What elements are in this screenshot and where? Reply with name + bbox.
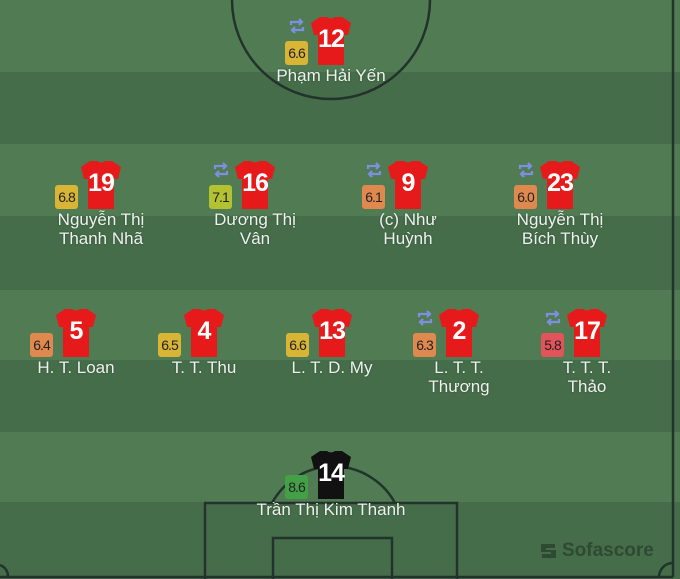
shirt-number: 23 — [547, 169, 574, 197]
shirt-number: 19 — [88, 169, 115, 197]
substitution-icon — [417, 310, 433, 326]
player-shirt: 4 — [184, 308, 224, 357]
rating-badge: 6.1 — [362, 185, 385, 209]
corner-arc-right — [657, 561, 674, 578]
pitch-stripe — [0, 360, 680, 432]
penalty-box — [203, 501, 459, 579]
player-shirt: 19 — [81, 160, 121, 209]
player-name[interactable]: T. T. Thu — [171, 358, 237, 377]
player-name[interactable]: Phạm Hải Yến — [276, 66, 386, 85]
pitch-stripe — [0, 72, 680, 144]
player-name[interactable]: H. T. Loan — [37, 358, 115, 377]
shirt-number: 9 — [401, 169, 416, 197]
rating-badge: 6.3 — [413, 333, 436, 357]
player-name[interactable]: Trần Thị Kim Thanh — [256, 500, 406, 519]
corner-arc-left — [0, 563, 10, 578]
rating-badge: 6.6 — [286, 333, 309, 357]
goalkeeper-shirt: 14 — [311, 450, 351, 499]
player-name[interactable]: L. T. D. My — [291, 358, 373, 377]
sofascore-logo-text: Sofascore — [562, 540, 654, 561]
player-name[interactable]: (c) Như Huỳnh — [379, 210, 437, 248]
player-name[interactable]: L. T. T. Thương — [428, 358, 490, 396]
substitution-icon — [289, 18, 305, 34]
rating-badge: 6.4 — [30, 333, 53, 357]
player-shirt: 13 — [312, 308, 352, 357]
shirt-number: 16 — [242, 169, 269, 197]
rating-badge: 6.6 — [285, 41, 308, 65]
player-name[interactable]: T. T. T. Thảo — [562, 358, 612, 396]
substitution-icon — [213, 162, 229, 178]
player-name[interactable]: Nguyễn Thị Thanh Nhã — [57, 210, 145, 248]
pitch-stripe — [0, 502, 680, 579]
player-name[interactable]: Dương Thị Vân — [214, 210, 296, 248]
shirt-number: 14 — [318, 459, 345, 487]
sofascore-logo: Sofascore — [540, 540, 654, 562]
shirt-number: 4 — [197, 317, 212, 345]
rating-badge: 6.5 — [158, 333, 181, 357]
substitution-icon — [366, 162, 382, 178]
player-shirt: 9 — [388, 160, 428, 209]
player-shirt: 16 — [235, 160, 275, 209]
player-shirt: 2 — [439, 308, 479, 357]
substitution-icon — [518, 162, 534, 178]
shirt-number: 17 — [574, 317, 601, 345]
player-shirt: 5 — [56, 308, 96, 357]
shirt-number: 5 — [69, 317, 84, 345]
rating-badge: 8.6 — [285, 475, 308, 499]
pitch-stripe — [0, 216, 680, 290]
shirt-number: 2 — [452, 317, 467, 345]
player-shirt: 17 — [567, 308, 607, 357]
player-shirt: 12 — [311, 16, 351, 65]
substitution-icon — [545, 310, 561, 326]
rating-badge: 5.8 — [541, 333, 564, 357]
player-shirt: 23 — [540, 160, 580, 209]
rating-badge: 6.0 — [514, 185, 537, 209]
rating-badge: 7.1 — [209, 185, 232, 209]
sofascore-logo-icon — [541, 544, 556, 558]
shirt-number: 13 — [319, 317, 346, 345]
goal-box — [271, 536, 394, 579]
rating-badge: 6.8 — [55, 185, 78, 209]
center-circle — [230, 0, 432, 101]
player-name[interactable]: Nguyễn Thị Bích Thùy — [516, 210, 604, 248]
shirt-number: 12 — [318, 25, 345, 53]
